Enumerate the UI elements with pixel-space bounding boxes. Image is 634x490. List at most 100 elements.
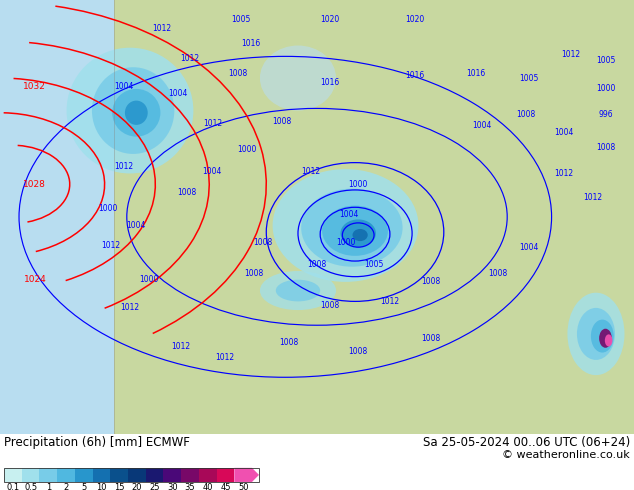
Text: 5: 5 bbox=[81, 484, 86, 490]
Ellipse shape bbox=[322, 205, 388, 256]
Text: 1004: 1004 bbox=[520, 243, 539, 252]
Ellipse shape bbox=[567, 293, 624, 375]
Ellipse shape bbox=[591, 319, 614, 353]
Text: 1008: 1008 bbox=[349, 347, 368, 356]
Text: 1005: 1005 bbox=[231, 15, 250, 24]
Text: 1012: 1012 bbox=[181, 54, 200, 63]
Text: 1000: 1000 bbox=[349, 180, 368, 189]
Text: 1008: 1008 bbox=[244, 269, 263, 278]
Text: 45: 45 bbox=[220, 484, 231, 490]
Text: 1012: 1012 bbox=[101, 241, 120, 249]
Ellipse shape bbox=[92, 67, 174, 154]
Ellipse shape bbox=[577, 308, 615, 360]
Text: 1004: 1004 bbox=[114, 82, 133, 91]
Ellipse shape bbox=[599, 329, 612, 348]
Text: 1008: 1008 bbox=[307, 260, 327, 269]
Text: 1012: 1012 bbox=[114, 163, 133, 172]
Text: Precipitation (6h) [mm] ECMWF: Precipitation (6h) [mm] ECMWF bbox=[4, 436, 190, 449]
Text: 1016: 1016 bbox=[406, 72, 425, 80]
Text: 1008: 1008 bbox=[422, 334, 441, 343]
Bar bbox=[146, 468, 164, 482]
Ellipse shape bbox=[353, 229, 368, 241]
Text: 1000: 1000 bbox=[98, 204, 117, 213]
Bar bbox=[0, 0, 114, 434]
Text: 30: 30 bbox=[167, 484, 178, 490]
Text: 1008: 1008 bbox=[422, 277, 441, 286]
Text: 1020: 1020 bbox=[320, 15, 339, 24]
Ellipse shape bbox=[260, 46, 336, 111]
Text: 1000: 1000 bbox=[336, 238, 355, 247]
Text: 1004: 1004 bbox=[168, 89, 187, 98]
Bar bbox=[110, 468, 128, 482]
Text: 1008: 1008 bbox=[517, 110, 536, 120]
Text: 1008: 1008 bbox=[228, 69, 247, 78]
Text: 996: 996 bbox=[598, 110, 613, 120]
Ellipse shape bbox=[112, 89, 160, 137]
Ellipse shape bbox=[125, 100, 148, 125]
Bar bbox=[164, 468, 181, 482]
Text: 1008: 1008 bbox=[279, 338, 298, 347]
Text: 1008: 1008 bbox=[488, 269, 507, 278]
Bar bbox=[22, 468, 39, 482]
Bar bbox=[199, 468, 217, 482]
Text: 10: 10 bbox=[96, 484, 107, 490]
Text: 1005: 1005 bbox=[520, 74, 539, 82]
Text: 1012: 1012 bbox=[203, 119, 222, 128]
Text: 1004: 1004 bbox=[203, 167, 222, 176]
Ellipse shape bbox=[67, 48, 193, 173]
Text: 1008: 1008 bbox=[596, 143, 615, 152]
Bar bbox=[57, 468, 75, 482]
Text: 1012: 1012 bbox=[561, 49, 580, 59]
Text: 40: 40 bbox=[202, 484, 213, 490]
Text: 1012: 1012 bbox=[120, 303, 139, 313]
Text: 1016: 1016 bbox=[466, 69, 485, 78]
Ellipse shape bbox=[273, 169, 418, 282]
Bar bbox=[114, 0, 634, 434]
Text: 1008: 1008 bbox=[254, 238, 273, 247]
Text: 1: 1 bbox=[46, 484, 51, 490]
Ellipse shape bbox=[340, 220, 376, 247]
Text: 1012: 1012 bbox=[380, 297, 399, 306]
Text: 35: 35 bbox=[184, 484, 195, 490]
Text: 0.5: 0.5 bbox=[24, 484, 37, 490]
Text: 1008: 1008 bbox=[320, 301, 339, 310]
Text: 1020: 1020 bbox=[406, 15, 425, 24]
Text: 1008: 1008 bbox=[178, 189, 197, 197]
Text: 1024: 1024 bbox=[23, 275, 46, 284]
Text: 15: 15 bbox=[114, 484, 124, 490]
Bar bbox=[39, 468, 57, 482]
Text: 1004: 1004 bbox=[555, 128, 574, 137]
Text: 20: 20 bbox=[132, 484, 142, 490]
Text: 1004: 1004 bbox=[472, 121, 491, 130]
Ellipse shape bbox=[260, 271, 336, 310]
Bar bbox=[93, 468, 110, 482]
Text: 1004: 1004 bbox=[339, 210, 358, 219]
Text: 1000: 1000 bbox=[238, 145, 257, 154]
Text: 1012: 1012 bbox=[301, 167, 320, 176]
Text: 1000: 1000 bbox=[596, 84, 615, 94]
Bar bbox=[4, 468, 22, 482]
Text: 1005: 1005 bbox=[365, 260, 384, 269]
Text: 1004: 1004 bbox=[127, 221, 146, 230]
Text: 50: 50 bbox=[238, 484, 249, 490]
Text: 25: 25 bbox=[150, 484, 160, 490]
Text: 1012: 1012 bbox=[171, 343, 190, 351]
Bar bbox=[217, 468, 235, 482]
Bar bbox=[128, 468, 146, 482]
Text: 1008: 1008 bbox=[273, 117, 292, 126]
Text: 1012: 1012 bbox=[583, 193, 602, 202]
Text: 1012: 1012 bbox=[555, 169, 574, 178]
Text: 1028: 1028 bbox=[23, 180, 46, 189]
Text: 1005: 1005 bbox=[596, 56, 615, 65]
Bar bbox=[181, 468, 199, 482]
Text: Sa 25-05-2024 00..06 UTC (06+24): Sa 25-05-2024 00..06 UTC (06+24) bbox=[423, 436, 630, 449]
Bar bbox=[75, 468, 93, 482]
Text: 1012: 1012 bbox=[152, 24, 171, 33]
Text: 1016: 1016 bbox=[241, 39, 260, 48]
Text: 1000: 1000 bbox=[139, 275, 158, 284]
Bar bbox=[114, 0, 115, 434]
Text: 1032: 1032 bbox=[23, 82, 46, 91]
Text: © weatheronline.co.uk: © weatheronline.co.uk bbox=[502, 450, 630, 460]
Polygon shape bbox=[235, 468, 259, 482]
Text: 2: 2 bbox=[63, 484, 68, 490]
